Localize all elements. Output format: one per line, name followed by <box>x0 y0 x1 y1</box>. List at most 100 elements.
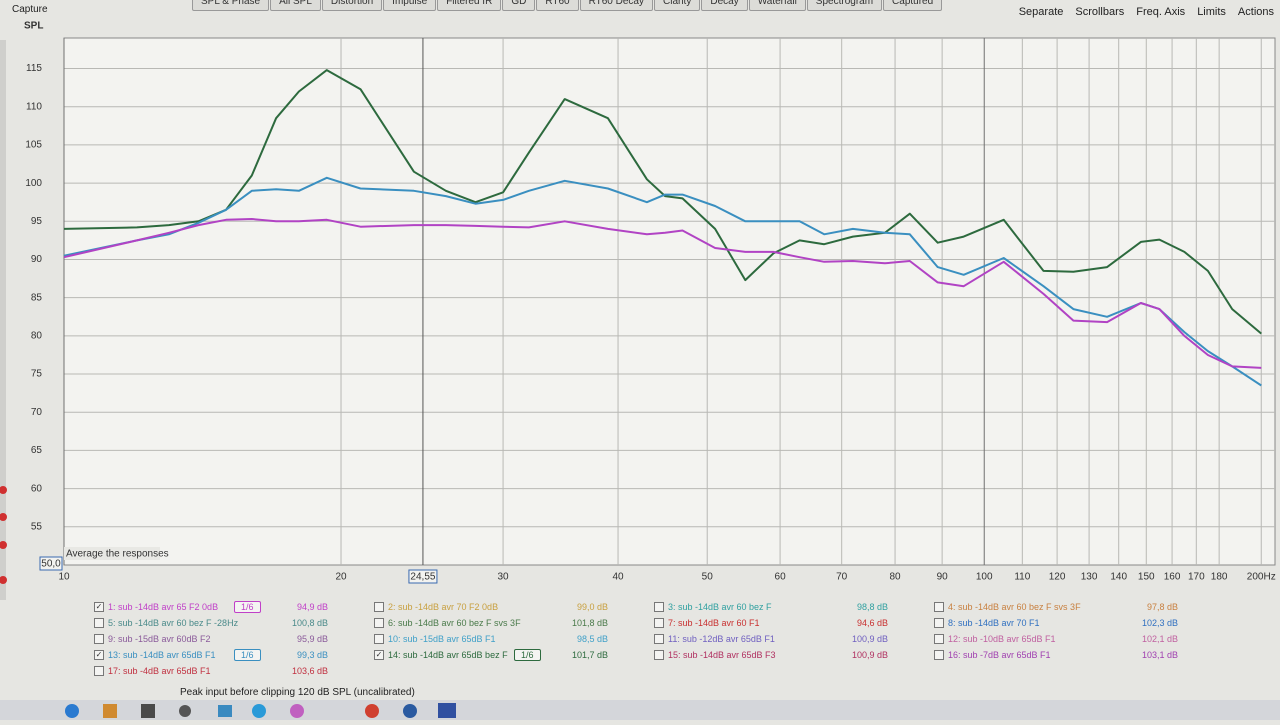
checkbox[interactable] <box>654 602 664 612</box>
measurement-label[interactable]: 12: sub -10dB avr 65dB F1 <box>948 634 1056 644</box>
smoothing-badge[interactable]: 1/6 <box>514 649 541 661</box>
tab[interactable]: RT60 Decay <box>579 0 653 11</box>
measurement-label[interactable]: 1: sub -14dB avr 65 F2 0dB <box>108 602 219 612</box>
x-tick-label: 50 <box>702 572 714 583</box>
measurement-label[interactable]: 7: sub -14dB avr 60 F1 <box>668 618 760 628</box>
measurement-value: 99,3 dB <box>296 650 328 660</box>
checkbox[interactable]: ✓ <box>374 650 384 660</box>
x-tick-label: 80 <box>889 572 901 583</box>
y-tick-label: 115 <box>26 63 42 74</box>
checkbox[interactable] <box>374 618 384 628</box>
left-icons <box>0 486 7 584</box>
tab[interactable]: Impulse <box>383 0 437 11</box>
y-tick-label: 90 <box>31 254 43 265</box>
measurement-label[interactable]: 13: sub -14dB avr 65dB F1 <box>108 650 216 660</box>
checkbox[interactable] <box>934 602 944 612</box>
y-tick-label: 95 <box>31 216 43 227</box>
measurement-label[interactable]: 10: sub -15dB avr 65dB F1 <box>388 634 496 644</box>
checkbox[interactable] <box>934 634 944 644</box>
x-tick-label: 140 <box>1110 572 1127 583</box>
cursor-box <box>408 569 438 584</box>
checkbox[interactable]: ✓ <box>94 602 104 612</box>
y-readout: 50,0 <box>41 559 61 570</box>
x-tick-label: 200Hz <box>1247 572 1276 583</box>
measurement-label[interactable]: 8: sub -14dB avr 70 F1 <box>948 618 1040 628</box>
toolbar-button[interactable]: Freq. Axis <box>1136 6 1186 18</box>
toolbar-button[interactable]: Actions <box>1237 6 1274 18</box>
checkbox[interactable] <box>934 618 944 628</box>
y-tick-label: 100 <box>25 178 42 189</box>
y-tick-label: 110 <box>26 101 42 112</box>
taskbar-icons <box>65 703 456 718</box>
x-tick-label: 120 <box>1049 572 1066 583</box>
plot-area <box>63 37 1276 566</box>
tab[interactable]: All SPL <box>270 0 321 11</box>
series-line <box>63 218 1262 369</box>
checkbox[interactable] <box>94 618 104 628</box>
tab[interactable]: Waterfall <box>748 0 806 11</box>
series-line <box>63 69 1262 335</box>
window-title: Capture <box>12 4 48 15</box>
toolbar: Separate Scrollbars Freq. Axis Limits Action… <box>1019 6 1274 18</box>
measurement-label[interactable]: 6: sub -14dB avr 60 bez F svs 3F <box>388 618 521 628</box>
tab[interactable]: Distortion <box>321 0 383 11</box>
checkbox[interactable] <box>654 650 664 660</box>
tab[interactable]: Spectrogram <box>806 0 883 11</box>
tab[interactable]: SPL & Phase <box>192 0 270 11</box>
checkbox[interactable] <box>654 634 664 644</box>
measurement-label[interactable]: 4: sub -14dB avr 60 bez F svs 3F <box>948 602 1081 612</box>
checkbox[interactable] <box>934 650 944 660</box>
status-bar: Peak input before clipping 120 dB SPL (u… <box>180 687 415 698</box>
toolbar-button[interactable]: Separate <box>1018 6 1064 18</box>
measurement-panel: ✓ 1: sub -14dB avr 65 F2 0dB 1/6 94,9 dB 2: … <box>88 596 1248 682</box>
checkbox[interactable]: ✓ <box>94 650 104 660</box>
measurement-label[interactable]: 11: sub -12dB avr 65dB F1 <box>668 634 775 644</box>
chart: SPL 55 60 65 70 75 80 85 90 95 100 105 110 115 10 20 30 4… <box>0 21 1276 600</box>
x-tick-label: 70 <box>836 572 848 583</box>
measurement-label[interactable]: 15: sub -14dB avr 65dB F3 <box>668 650 776 660</box>
checkbox[interactable] <box>654 618 664 628</box>
toolbar-button[interactable]: Scrollbars <box>1075 6 1125 18</box>
measurement-label[interactable]: 3: sub -14dB avr 60 bez F <box>668 602 772 612</box>
checkbox[interactable] <box>374 634 384 644</box>
toolbar-button[interactable]: Limits <box>1197 6 1226 18</box>
smoothing-badge[interactable]: 1/6 <box>234 649 261 661</box>
measurement-label[interactable]: 16: sub -7dB avr 65dB F1 <box>948 650 1051 660</box>
x-tick-label: 20 <box>335 572 347 583</box>
tab[interactable]: GD <box>502 0 536 11</box>
smoothing-badge[interactable]: 1/6 <box>234 601 261 613</box>
tab[interactable]: Clarity <box>654 0 701 11</box>
y-readout-box <box>39 556 63 571</box>
tab[interactable]: Captured <box>883 0 943 11</box>
measurement-value: 94,6 dB <box>856 618 888 628</box>
measurement-label[interactable]: 5: sub -14dB avr 60 bez F -28Hz <box>108 618 239 628</box>
x-tick-label: 110 <box>1014 572 1030 583</box>
x-tick-label: 40 <box>612 572 624 583</box>
x-tick-label: 10 <box>58 572 70 583</box>
tab[interactable]: RT60 <box>536 0 579 11</box>
measurement-label[interactable]: 2: sub -14dB avr 70 F2 0dB <box>388 602 499 612</box>
checkbox[interactable] <box>94 666 104 676</box>
measurement-value: 101,7 dB <box>571 650 608 660</box>
measurement-value: 94,9 dB <box>296 602 328 612</box>
taskbar <box>0 700 1280 720</box>
measurement-label[interactable]: 9: sub -15dB avr 60dB F2 <box>108 634 211 644</box>
x-tick-label: 130 <box>1081 572 1098 583</box>
x-tick-label: 150 <box>1138 572 1155 583</box>
checkbox[interactable] <box>374 602 384 612</box>
y-tick-label: 80 <box>31 331 43 342</box>
x-tick-label: 60 <box>775 572 787 583</box>
measurement-value: 102,1 dB <box>1141 634 1178 644</box>
y-tick-label: 55 <box>31 521 43 532</box>
measurement-value: 100,9 dB <box>851 634 888 644</box>
series-line <box>63 176 1262 387</box>
tab[interactable]: Filtered IR <box>437 0 502 11</box>
tab[interactable]: Decay <box>701 0 748 11</box>
measurement-value: 98,5 dB <box>576 634 608 644</box>
checkbox[interactable] <box>94 634 104 644</box>
cursor-label: 24,55 <box>410 572 435 583</box>
y-axis-label: SPL <box>24 21 43 32</box>
measurement-label[interactable]: 17: sub -4dB avr 65dB F1 <box>108 666 211 676</box>
tab-bar: SPL & Phase All SPL Distortion Impulse Filte… <box>192 0 943 11</box>
measurement-label[interactable]: 14: sub -14dB avr 65dB bez F <box>388 650 508 660</box>
